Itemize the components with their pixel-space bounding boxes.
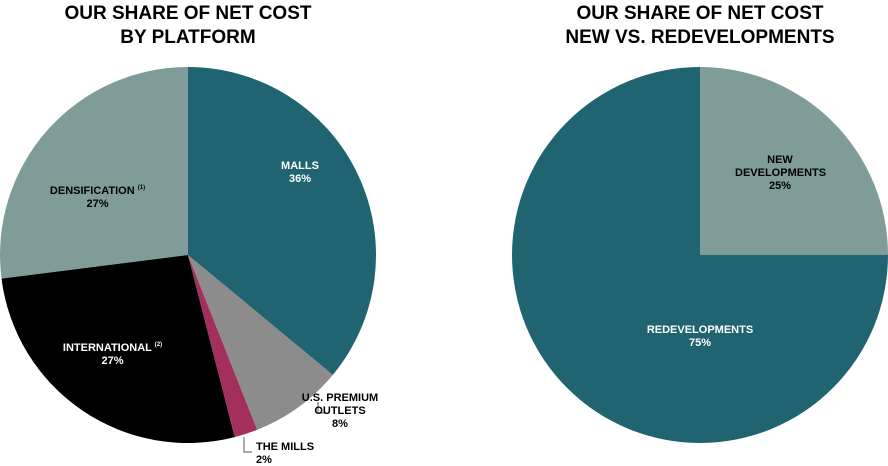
slice-label: INTERNATIONAL (2) 27% (45, 339, 180, 368)
slice-name-line: MALLS (255, 160, 345, 173)
slice-label: MALLS 36% (255, 160, 345, 186)
slice-label: U.S. PREMIUM OUTLETS 8% (300, 392, 380, 431)
slice-value: 2% (256, 454, 272, 466)
slice-label: DENSIFICATION (1) 27% (30, 182, 165, 211)
pie-slice (1, 255, 235, 443)
chart-title: OUR SHARE OF NET COST (576, 3, 824, 24)
chart-title-block: OUR SHARE OF NET COST BY PLATFORM (0, 2, 398, 50)
footnote-marker: (1) (137, 185, 146, 191)
slice-label: REDEVELOPMENTS 75% (620, 324, 780, 350)
pie-slice (0, 67, 188, 279)
slice-name: NEW DEVELOPMENTS (735, 154, 827, 179)
slice-value: 8% (332, 418, 348, 430)
slice-value: 75% (688, 337, 712, 349)
pie-slice (700, 67, 888, 255)
slice-value: 25% (768, 180, 792, 192)
slice-name: INTERNATIONAL (62, 342, 152, 354)
pie-slice (188, 255, 258, 438)
slice-name: THE MILLS (256, 441, 315, 453)
slice-label: NEW DEVELOPMENTS 25% (735, 154, 827, 193)
pie-slice (188, 255, 333, 430)
slice-name-line: REDEVELOPMENTS (620, 324, 780, 337)
slice-value: 27% (86, 198, 109, 210)
slice-value: 27% (101, 355, 124, 367)
slice-name-line: DENSIFICATION (1) (30, 182, 165, 198)
leader-line (243, 437, 252, 453)
slice-name: MALLS (281, 160, 319, 172)
slice-name-line: THE MILLS (256, 441, 316, 454)
slice-name-line: NEW DEVELOPMENTS (735, 154, 827, 180)
leader-line (317, 402, 326, 414)
pie-slice (188, 67, 376, 375)
slice-name: DENSIFICATION (49, 185, 135, 197)
slice-name-line: INTERNATIONAL (2) (45, 339, 180, 355)
footnote-marker: (2) (154, 342, 163, 348)
slice-label: THE MILLS 2% (256, 441, 316, 466)
slice-value: 36% (288, 173, 312, 185)
slice-name: U.S. PREMIUM OUTLETS (301, 392, 379, 417)
chart-subtitle: BY PLATFORM (120, 27, 256, 48)
chart-title-block: OUR SHARE OF NET COST NEW VS. REDEVELOPM… (490, 2, 888, 50)
slice-name-line: U.S. PREMIUM OUTLETS (300, 392, 380, 418)
chart-subtitle: NEW VS. REDEVELOPMENTS (565, 27, 835, 48)
slice-name: REDEVELOPMENTS (646, 324, 754, 336)
chart-title: OUR SHARE OF NET COST (64, 3, 312, 24)
